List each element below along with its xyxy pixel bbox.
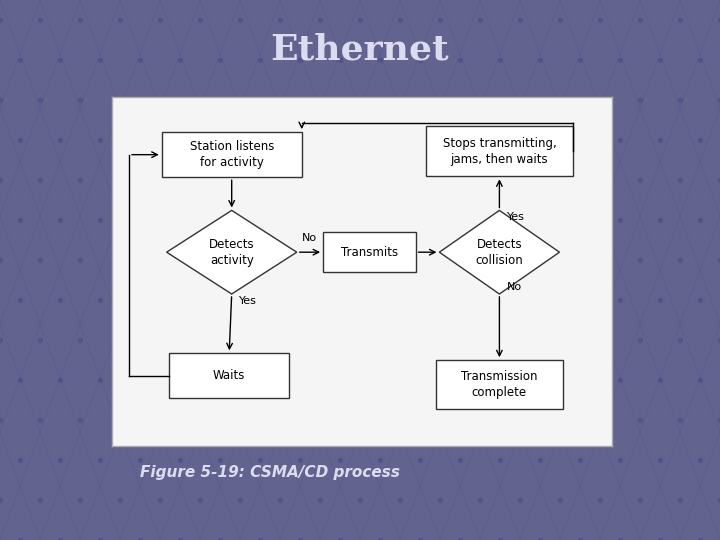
FancyBboxPatch shape bbox=[161, 132, 302, 177]
Text: Transmission
complete: Transmission complete bbox=[461, 370, 538, 399]
Text: No: No bbox=[302, 233, 317, 244]
Text: Ethernet: Ethernet bbox=[271, 33, 449, 67]
Text: Station listens
for activity: Station listens for activity bbox=[189, 140, 274, 169]
Text: Yes: Yes bbox=[507, 212, 525, 222]
Text: Figure 5-19: CSMA/CD process: Figure 5-19: CSMA/CD process bbox=[140, 464, 400, 480]
FancyBboxPatch shape bbox=[436, 360, 563, 409]
Text: Detects
activity: Detects activity bbox=[209, 238, 254, 267]
Text: Transmits: Transmits bbox=[341, 246, 398, 259]
FancyBboxPatch shape bbox=[169, 353, 289, 399]
Text: Yes: Yes bbox=[239, 296, 257, 306]
FancyBboxPatch shape bbox=[323, 232, 415, 272]
FancyBboxPatch shape bbox=[426, 126, 573, 177]
Text: Stops transmitting,
jams, then waits: Stops transmitting, jams, then waits bbox=[443, 137, 557, 166]
Polygon shape bbox=[439, 211, 559, 294]
Text: No: No bbox=[507, 282, 522, 292]
Polygon shape bbox=[166, 211, 297, 294]
Text: Waits: Waits bbox=[213, 369, 246, 382]
Text: Detects
collision: Detects collision bbox=[475, 238, 523, 267]
